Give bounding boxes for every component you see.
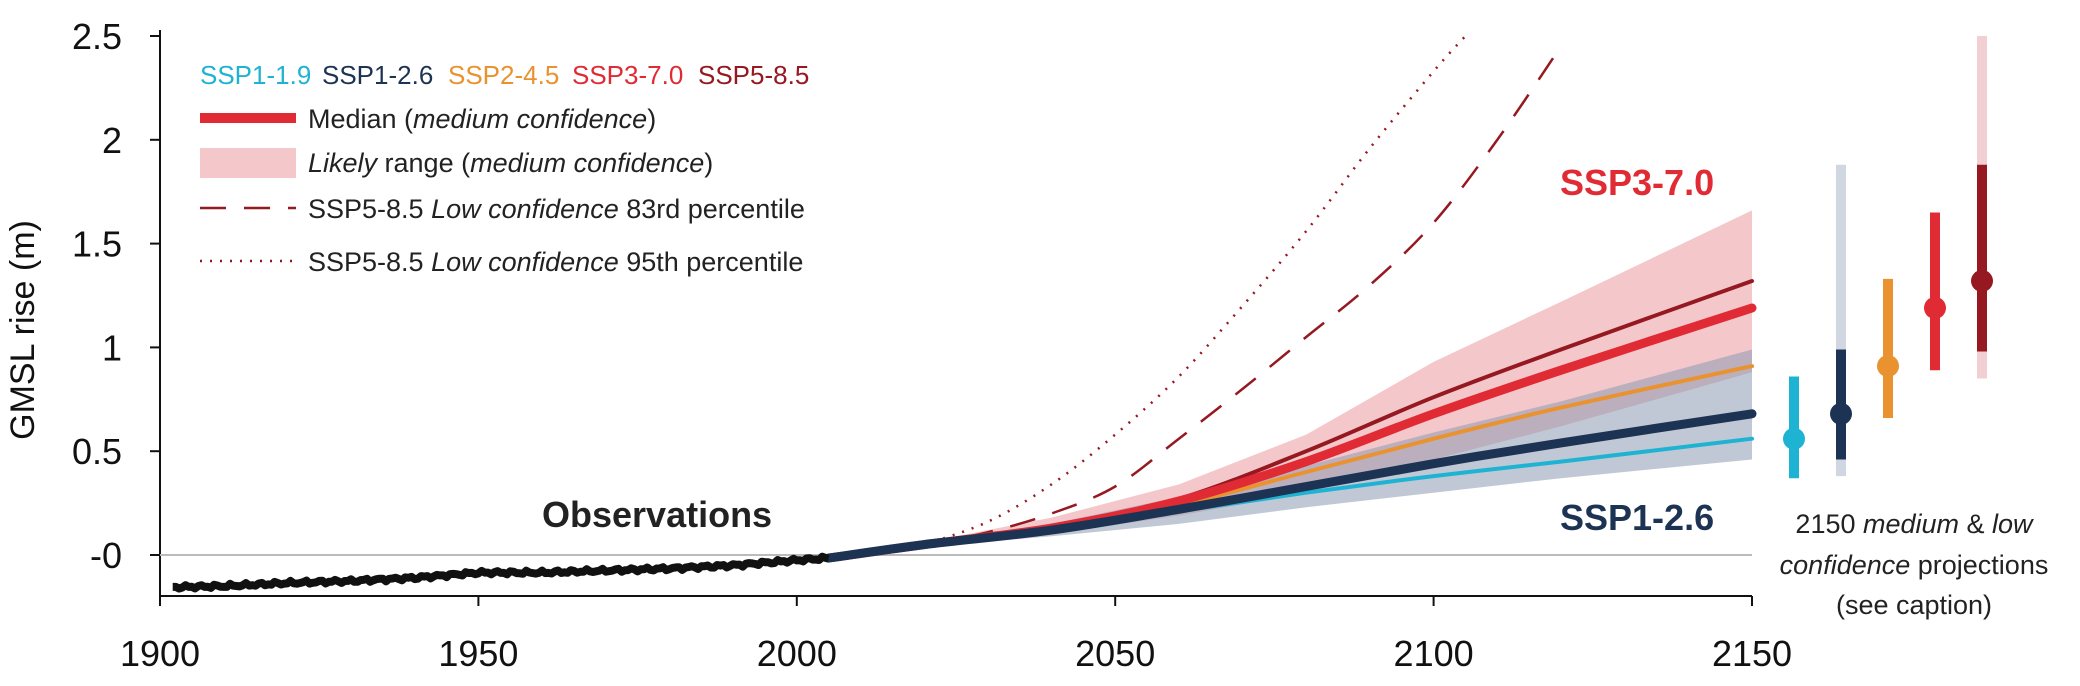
caption-line-2: confidence projections — [1780, 550, 2049, 580]
caption-line-3: (see caption) — [1836, 590, 1992, 620]
x-tick-label: 2050 — [1075, 633, 1155, 674]
y-tick-label: 2.5 — [72, 16, 122, 57]
proj-ssp585-median — [1971, 269, 1993, 292]
observations-label: Observations — [542, 494, 772, 535]
x-tick-label: 2150 — [1712, 633, 1792, 674]
y-tick-label: 0.5 — [72, 431, 122, 472]
median-lines — [824, 279, 1757, 563]
x-tick-label: 2100 — [1394, 633, 1474, 674]
y-tick-label: 2 — [102, 120, 122, 161]
ssp585-p83-line — [923, 45, 1563, 546]
caption-line-1: 2150 medium & low — [1795, 509, 2034, 539]
proj-ssp119-median — [1783, 427, 1805, 450]
ssp585-p95-line — [923, 35, 1467, 546]
legend-scenario-ssp245: SSP2-4.5 — [448, 60, 559, 90]
x-tick-label: 1900 — [120, 633, 200, 674]
proj-ssp370-median — [1924, 296, 1946, 319]
legend-scenario-ssp370: SSP3-7.0 — [572, 60, 683, 90]
proj-ssp126-median — [1830, 402, 1852, 425]
legend-range-swatch — [200, 148, 296, 178]
observations-line — [171, 552, 830, 593]
legend: SSP1-1.9 SSP1-2.6 SSP2-4.5 SSP3-7.0 SSP5… — [200, 60, 809, 277]
legend-scenario-ssp119: SSP1-1.9 — [200, 60, 311, 90]
median-ssp126 — [824, 409, 1757, 563]
legend-p95-label: SSP5-8.5 Low confidence 95th percentile — [308, 247, 803, 277]
projection-caption: 2150 medium & low confidence projections… — [1780, 509, 2049, 620]
legend-p83-label: SSP5-8.5 Low confidence 83rd percentile — [308, 194, 805, 224]
y-ticks: -0 0.5 1 1.5 2 2.5 — [72, 16, 160, 576]
y-axis-label: GMSL rise (m) — [4, 220, 42, 440]
legend-scenario-ssp585: SSP5-8.5 — [698, 60, 809, 90]
y-tick-label: 1 — [102, 327, 122, 368]
x-ticks: 1900 1950 2000 2050 2100 2150 — [120, 596, 1792, 674]
likely-range-ssp126 — [924, 349, 1752, 547]
y-tick-label: 1.5 — [72, 224, 122, 265]
x-tick-label: 2000 — [757, 633, 837, 674]
y-tick-label: -0 — [90, 535, 122, 576]
legend-scenario-ssp126: SSP1-2.6 — [322, 60, 433, 90]
ssp126-label: SSP1-2.6 — [1560, 497, 1714, 538]
observations-series — [171, 552, 830, 593]
ssp370-label: SSP3-7.0 — [1560, 162, 1714, 203]
legend-range-label: Likely range (medium confidence) — [308, 148, 713, 178]
proj-ssp245-median — [1877, 355, 1899, 378]
low-confidence-lines — [923, 35, 1563, 546]
legend-median-label: Median (medium confidence) — [308, 104, 656, 134]
axes: 1900 1950 2000 2050 2100 2150 -0 0.5 1 1.5 2 2.5 G… — [4, 16, 1792, 674]
projections-2150 — [1783, 36, 1993, 479]
x-tick-label: 1950 — [438, 633, 518, 674]
